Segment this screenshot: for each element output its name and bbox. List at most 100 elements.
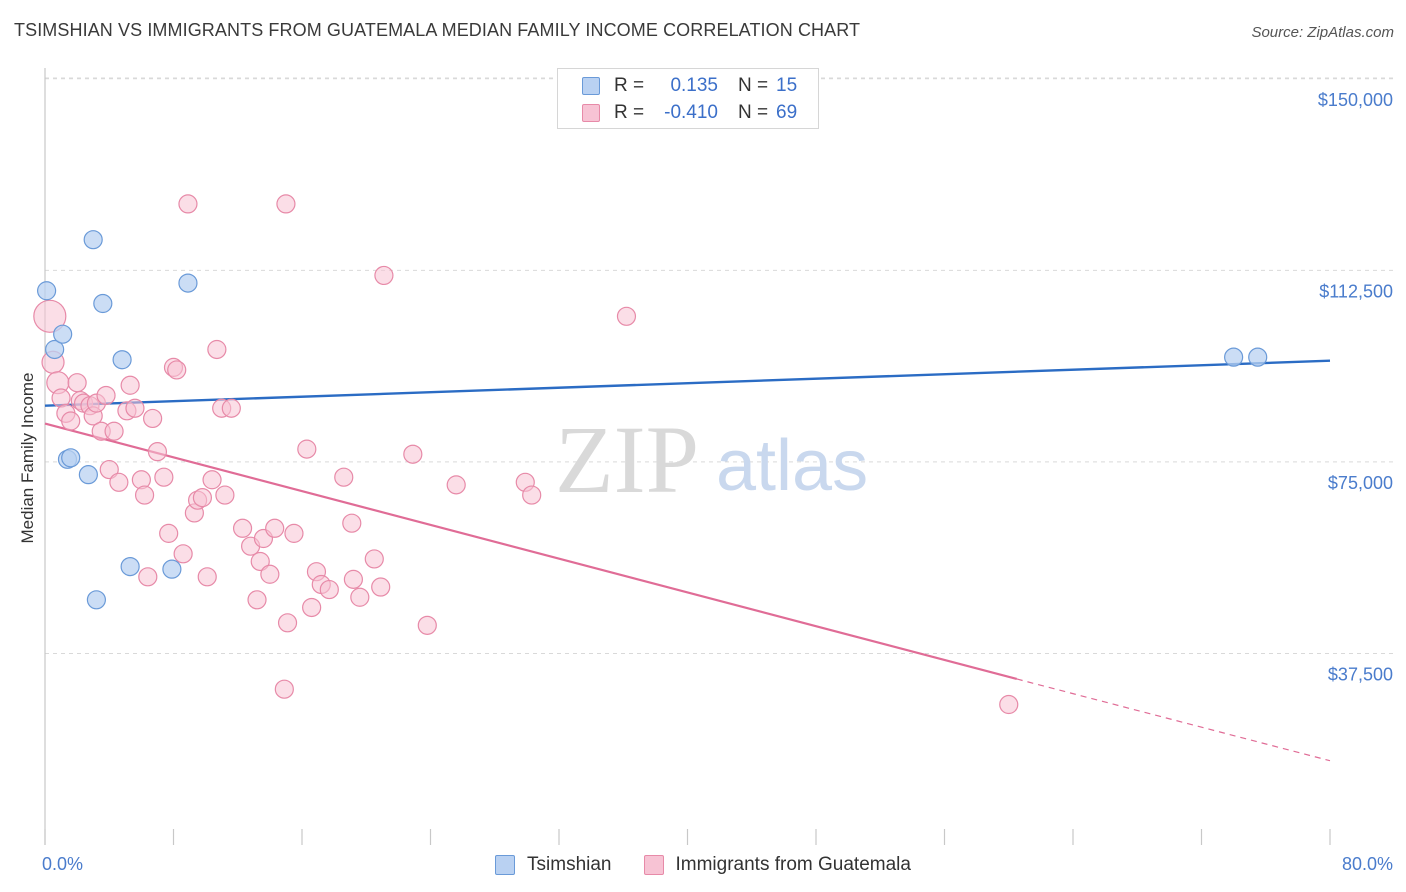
data-point-guatemala	[109, 472, 129, 492]
chart-title: TSIMSHIAN VS IMMIGRANTS FROM GUATEMALA M…	[14, 20, 861, 40]
data-point-guatemala	[125, 398, 145, 418]
data-point-guatemala	[197, 567, 217, 587]
data-point-guatemala	[67, 373, 87, 393]
legend-n-value: 69	[776, 102, 798, 123]
legend-r-label: R =	[614, 75, 645, 96]
trend-lines	[44, 359, 1331, 762]
watermark-zip: ZIP	[555, 406, 699, 513]
data-point-tsimshian	[53, 324, 73, 344]
data-point-tsimshian	[1224, 347, 1244, 367]
source-note: Source: ZipAtlas.com	[1251, 24, 1394, 41]
data-point-guatemala	[247, 590, 267, 610]
data-point-guatemala	[522, 485, 542, 505]
y-tick-label: $150,000	[1318, 90, 1393, 110]
y-tick-label: $75,000	[1328, 473, 1393, 493]
watermark-atlas: atlas	[716, 426, 868, 506]
legend-r-value: 0.135	[670, 75, 718, 96]
data-point-guatemala	[178, 194, 198, 214]
legend-swatch-pink	[643, 855, 664, 875]
data-point-guatemala	[154, 467, 174, 487]
legend-r-value: -0.410	[664, 102, 718, 123]
stats-legend: R = 0.135 N = 15 R = -0.410 N = 69	[557, 68, 819, 129]
data-point-guatemala	[276, 194, 296, 214]
data-point-guatemala	[319, 579, 339, 600]
trend-line-guatemala-extrapolated	[1016, 678, 1331, 762]
series-tsimshian-points	[37, 230, 1268, 610]
data-point-guatemala	[221, 398, 241, 418]
legend-swatch-pink	[582, 104, 600, 122]
data-point-guatemala	[202, 470, 222, 490]
legend-n-label: N =	[738, 102, 769, 123]
data-point-guatemala	[207, 339, 227, 360]
data-point-tsimshian	[112, 350, 132, 370]
data-point-guatemala	[250, 551, 270, 572]
legend-swatch-blue	[582, 77, 600, 95]
y-axis-label: Median Family Income	[18, 372, 37, 543]
data-point-guatemala	[192, 488, 213, 508]
legend-swatch-blue	[495, 855, 516, 875]
data-point-guatemala	[616, 306, 637, 326]
data-point-guatemala	[265, 518, 285, 538]
data-point-guatemala	[374, 265, 394, 286]
data-point-guatemala	[277, 613, 298, 633]
data-point-tsimshian	[61, 448, 81, 468]
data-point-guatemala	[61, 411, 81, 431]
x-tick-label: 0.0%	[42, 854, 83, 874]
series-guatemala-points	[33, 194, 1019, 715]
data-point-guatemala	[999, 694, 1019, 715]
axis-layer	[44, 68, 1331, 845]
data-point-guatemala	[284, 523, 304, 543]
data-point-tsimshian	[93, 293, 113, 314]
data-point-guatemala	[120, 375, 140, 395]
legend-label-tsimshian: Tsimshian	[527, 854, 612, 875]
data-point-guatemala	[159, 523, 179, 543]
data-point-tsimshian	[83, 230, 103, 250]
data-point-guatemala	[134, 485, 155, 505]
trend-line-guatemala	[44, 422, 1018, 681]
data-point-tsimshian	[37, 281, 57, 301]
legend-n-label: N =	[738, 75, 769, 96]
legend-item-tsimshian[interactable]: Tsimshian	[495, 854, 612, 876]
y-tick-label: $37,500	[1328, 664, 1393, 684]
data-point-tsimshian	[162, 559, 182, 579]
data-point-guatemala	[302, 597, 322, 618]
tick-labels: $37,500 $75,000 $112,500 $150,000 0.0% 80.0%	[42, 90, 1393, 874]
data-point-guatemala	[147, 442, 168, 462]
data-point-guatemala	[446, 475, 466, 495]
data-point-tsimshian	[45, 339, 65, 360]
data-point-guatemala	[232, 518, 253, 538]
data-point-guatemala	[143, 408, 163, 429]
legend-row-guatemala: R = -0.410 N = 69	[558, 99, 797, 127]
data-point-guatemala	[334, 467, 354, 487]
legend-label-guatemala: Immigrants from Guatemala	[675, 854, 911, 875]
data-point-tsimshian	[1248, 347, 1268, 367]
legend-r-label: R =	[614, 102, 645, 123]
data-point-guatemala	[167, 360, 187, 380]
data-point-tsimshian	[78, 465, 98, 485]
data-point-guatemala	[417, 615, 437, 635]
x-tick-label: 80.0%	[1342, 854, 1393, 874]
data-point-guatemala	[297, 439, 317, 459]
data-point-guatemala	[138, 567, 158, 587]
data-point-guatemala	[364, 549, 384, 569]
data-point-guatemala	[274, 679, 294, 699]
data-point-guatemala	[104, 421, 124, 441]
data-point-tsimshian	[178, 273, 198, 293]
series-legend: Tsimshian Immigrants from Guatemala	[0, 852, 1406, 878]
data-point-guatemala	[33, 299, 67, 333]
data-point-guatemala	[343, 569, 363, 589]
legend-item-guatemala[interactable]: Immigrants from Guatemala	[643, 854, 911, 876]
data-point-tsimshian	[86, 590, 107, 610]
data-point-guatemala	[342, 513, 362, 533]
data-point-guatemala	[99, 459, 119, 480]
data-point-tsimshian	[120, 556, 140, 577]
data-point-guatemala	[260, 564, 280, 584]
data-point-guatemala	[173, 544, 193, 564]
data-point-guatemala	[371, 577, 391, 597]
y-tick-label: $112,500	[1319, 281, 1393, 301]
data-point-guatemala	[350, 587, 370, 607]
legend-n-value: 15	[776, 75, 798, 96]
legend-row-tsimshian: R = 0.135 N = 15	[558, 72, 797, 100]
trend-line-tsimshian	[44, 359, 1331, 407]
data-point-guatemala	[96, 385, 116, 406]
